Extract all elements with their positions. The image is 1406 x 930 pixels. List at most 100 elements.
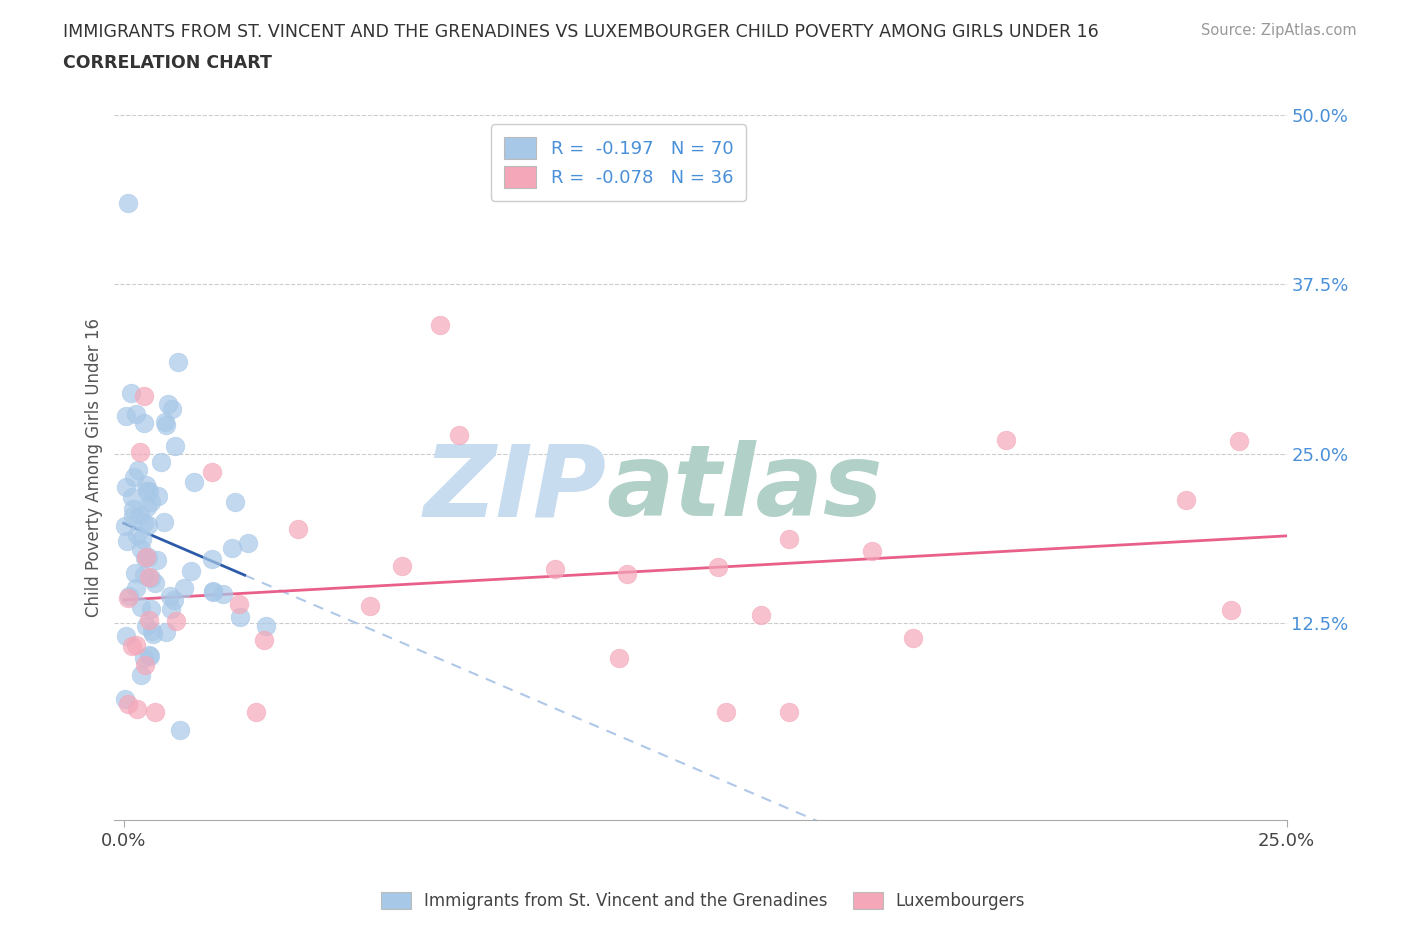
Point (160, 402, 183, 417)
Point (180, 564, 202, 578)
Point (135, 499, 157, 514)
Point (153, 414, 176, 429)
Point (447, 428, 470, 443)
Point (146, 553, 169, 568)
Point (142, 627, 165, 642)
Point (544, 562, 567, 577)
Point (778, 704, 800, 719)
Text: CORRELATION CHART: CORRELATION CHART (63, 54, 273, 72)
Point (287, 522, 309, 537)
Legend: R =  -0.197   N = 70, R =  -0.078   N = 36: R = -0.197 N = 70, R = -0.078 N = 36 (491, 124, 745, 201)
Legend: Immigrants from St. Vincent and the Grenadines, Luxembourgers: Immigrants from St. Vincent and the Gren… (374, 885, 1032, 917)
Point (143, 576, 166, 591)
Point (359, 599, 381, 614)
Point (903, 631, 925, 645)
Point (118, 589, 141, 604)
Point (141, 602, 163, 617)
Point (860, 543, 883, 558)
Point (141, 623, 163, 638)
Point (129, 508, 152, 523)
Point (238, 536, 260, 551)
Point (135, 618, 157, 633)
Point (115, 628, 138, 643)
Point (114, 692, 136, 707)
Point (714, 704, 737, 719)
Point (749, 607, 772, 622)
Point (125, 580, 148, 595)
Point (141, 495, 163, 510)
Point (138, 613, 160, 628)
Point (114, 479, 136, 494)
Point (138, 569, 160, 584)
Point (173, 581, 195, 596)
Point (121, 489, 143, 504)
Point (115, 409, 138, 424)
Point (616, 567, 638, 582)
Point (183, 474, 205, 489)
Point (778, 532, 800, 547)
Point (117, 697, 139, 711)
Point (129, 445, 152, 459)
Point (157, 396, 180, 411)
Point (150, 455, 173, 470)
Point (132, 650, 155, 665)
Point (201, 551, 224, 566)
Point (120, 386, 142, 401)
Point (129, 542, 152, 557)
Text: atlas: atlas (607, 440, 883, 538)
Point (159, 589, 181, 604)
Point (163, 592, 186, 607)
Point (127, 701, 149, 716)
Point (122, 501, 145, 516)
Point (143, 704, 166, 719)
Text: Source: ZipAtlas.com: Source: ZipAtlas.com (1201, 23, 1357, 38)
Point (224, 495, 246, 510)
Point (114, 519, 136, 534)
Point (429, 318, 451, 333)
Point (124, 565, 146, 580)
Point (135, 478, 157, 493)
Point (607, 651, 630, 666)
Text: ZIP: ZIP (423, 440, 607, 538)
Point (134, 551, 156, 565)
Point (228, 609, 250, 624)
Point (117, 591, 139, 605)
Point (165, 438, 187, 453)
Point (1219, 603, 1241, 618)
Point (165, 614, 187, 629)
Point (155, 418, 177, 432)
Point (136, 550, 159, 565)
Point (245, 704, 267, 719)
Point (201, 465, 224, 480)
Point (117, 534, 139, 549)
Point (995, 432, 1018, 447)
Point (1227, 433, 1250, 448)
Point (135, 550, 157, 565)
Point (127, 528, 149, 543)
Point (134, 567, 156, 582)
Point (155, 624, 177, 639)
Point (125, 638, 148, 653)
Point (202, 585, 225, 600)
Point (160, 602, 183, 617)
Text: IMMIGRANTS FROM ST. VINCENT AND THE GRENADINES VS LUXEMBOURGER CHILD POVERTY AMO: IMMIGRANTS FROM ST. VINCENT AND THE GREN… (63, 23, 1099, 41)
Point (201, 583, 224, 598)
Point (391, 559, 413, 574)
Point (127, 463, 149, 478)
Point (146, 489, 169, 504)
Point (132, 416, 155, 431)
Point (254, 618, 277, 633)
Point (167, 354, 190, 369)
Point (152, 514, 174, 529)
Point (141, 571, 163, 586)
Point (125, 406, 148, 421)
Point (253, 632, 276, 647)
Y-axis label: Child Poverty Among Girls Under 16: Child Poverty Among Girls Under 16 (86, 318, 103, 617)
Point (221, 540, 243, 555)
Point (117, 195, 139, 210)
Point (706, 559, 728, 574)
Point (129, 600, 152, 615)
Point (122, 470, 145, 485)
Point (134, 515, 156, 530)
Point (138, 649, 160, 664)
